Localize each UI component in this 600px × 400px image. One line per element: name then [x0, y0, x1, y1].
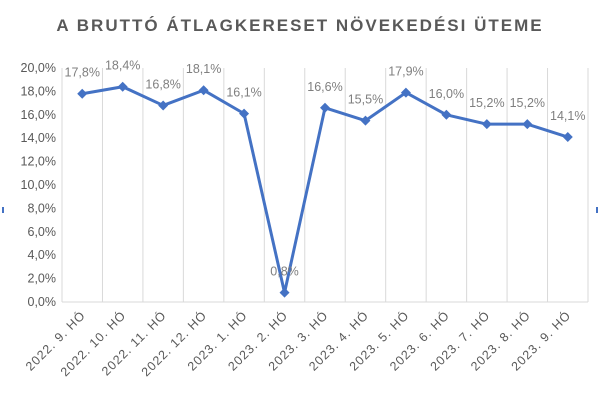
y-tick-label: 10,0% — [21, 178, 56, 192]
left-edge-mark — [2, 207, 4, 213]
data-label: 15,2% — [469, 96, 504, 110]
y-tick-label: 20,0% — [21, 61, 56, 75]
data-label: 18,1% — [186, 62, 221, 76]
data-point-marker — [481, 119, 492, 130]
data-label: 17,9% — [388, 65, 423, 79]
chart-title: A BRUTTÓ ÁTLAGKERESET NÖVEKEDÉSI ÜTEME — [56, 16, 544, 35]
data-point-marker — [320, 102, 330, 113]
data-point-marker — [522, 119, 533, 130]
data-label: 16,8% — [145, 77, 180, 91]
y-tick-label: 14,0% — [21, 131, 56, 145]
data-point-marker — [400, 87, 411, 98]
y-tick-label: 16,0% — [21, 108, 56, 122]
data-point-marker — [360, 115, 371, 126]
y-tick-label: 0,0% — [28, 295, 57, 309]
data-point-marker — [158, 100, 169, 111]
data-point-marker — [562, 132, 573, 143]
data-label: 15,5% — [348, 93, 383, 107]
data-point-marker — [239, 108, 250, 119]
data-point-marker — [441, 109, 452, 120]
data-label: 16,1% — [226, 86, 261, 100]
data-label: 16,0% — [429, 87, 464, 101]
data-point-marker — [198, 85, 209, 96]
data-label: 0,8% — [270, 265, 299, 279]
y-tick-label: 2,0% — [28, 272, 57, 286]
data-label: 17,8% — [65, 66, 100, 80]
data-point-marker — [279, 287, 290, 298]
data-label: 14,1% — [550, 109, 585, 123]
y-tick-label: 6,0% — [28, 225, 57, 239]
y-tick-label: 18,0% — [21, 84, 56, 98]
y-tick-label: 4,0% — [28, 248, 57, 262]
data-point-marker — [117, 81, 128, 92]
data-label: 18,4% — [105, 59, 140, 73]
data-label: 15,2% — [510, 96, 545, 110]
y-tick-label: 8,0% — [28, 201, 57, 215]
right-edge-mark — [596, 207, 598, 213]
series-line — [81, 85, 569, 295]
y-tick-label: 12,0% — [21, 155, 56, 169]
data-point-marker — [77, 88, 88, 99]
data-label: 16,6% — [307, 80, 342, 94]
